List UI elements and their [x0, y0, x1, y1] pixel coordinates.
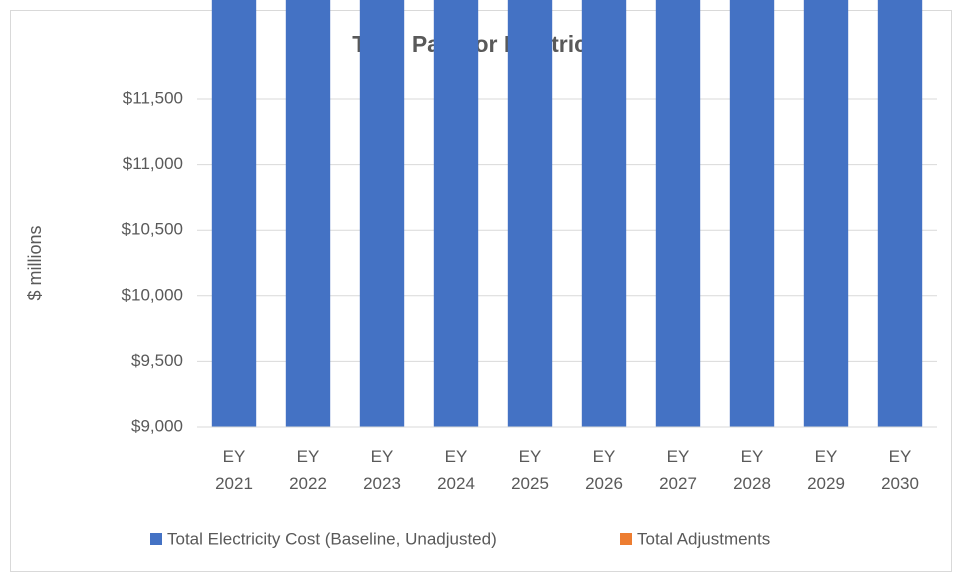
- bar: [211, 0, 257, 427]
- chart-border: [10, 10, 952, 572]
- x-tick-label: EY 2027: [659, 447, 697, 493]
- x-tick-label: EY 2025: [511, 447, 549, 493]
- legend-label: Total Electricity Cost (Baseline, Unadju…: [167, 529, 497, 548]
- x-tick-label: EY 2023: [363, 447, 401, 493]
- bar: [359, 0, 405, 427]
- x-tick-label: EY 2030: [881, 447, 919, 493]
- legend-swatch: [620, 533, 632, 545]
- bar: [507, 0, 553, 427]
- legend-label: Total Adjustments: [637, 529, 770, 548]
- bar: [803, 0, 849, 427]
- y-tick-label: $11,000: [123, 154, 183, 173]
- y-axis-label: $ millions: [25, 225, 45, 300]
- x-tick-label: EY 2022: [289, 447, 327, 493]
- bar: [285, 0, 331, 427]
- bar: [581, 0, 627, 427]
- x-tick-label: EY 2024: [437, 447, 475, 493]
- x-tick-label: EY 2021: [215, 447, 253, 493]
- y-tick-label: $10,000: [122, 285, 183, 304]
- x-tick-label: EY 2026: [585, 447, 623, 493]
- y-tick-label: $9,000: [131, 416, 183, 435]
- bar: [655, 0, 701, 427]
- y-tick-label: $10,500: [122, 220, 183, 239]
- legend-swatch: [150, 533, 162, 545]
- y-tick-label: $11,500: [123, 88, 183, 107]
- x-tick-label: EY 2028: [733, 447, 771, 493]
- bar: [433, 0, 479, 427]
- bar: [729, 0, 775, 427]
- bar: [877, 0, 923, 427]
- x-tick-label: EY 2029: [807, 447, 845, 493]
- y-tick-label: $9,500: [131, 351, 183, 370]
